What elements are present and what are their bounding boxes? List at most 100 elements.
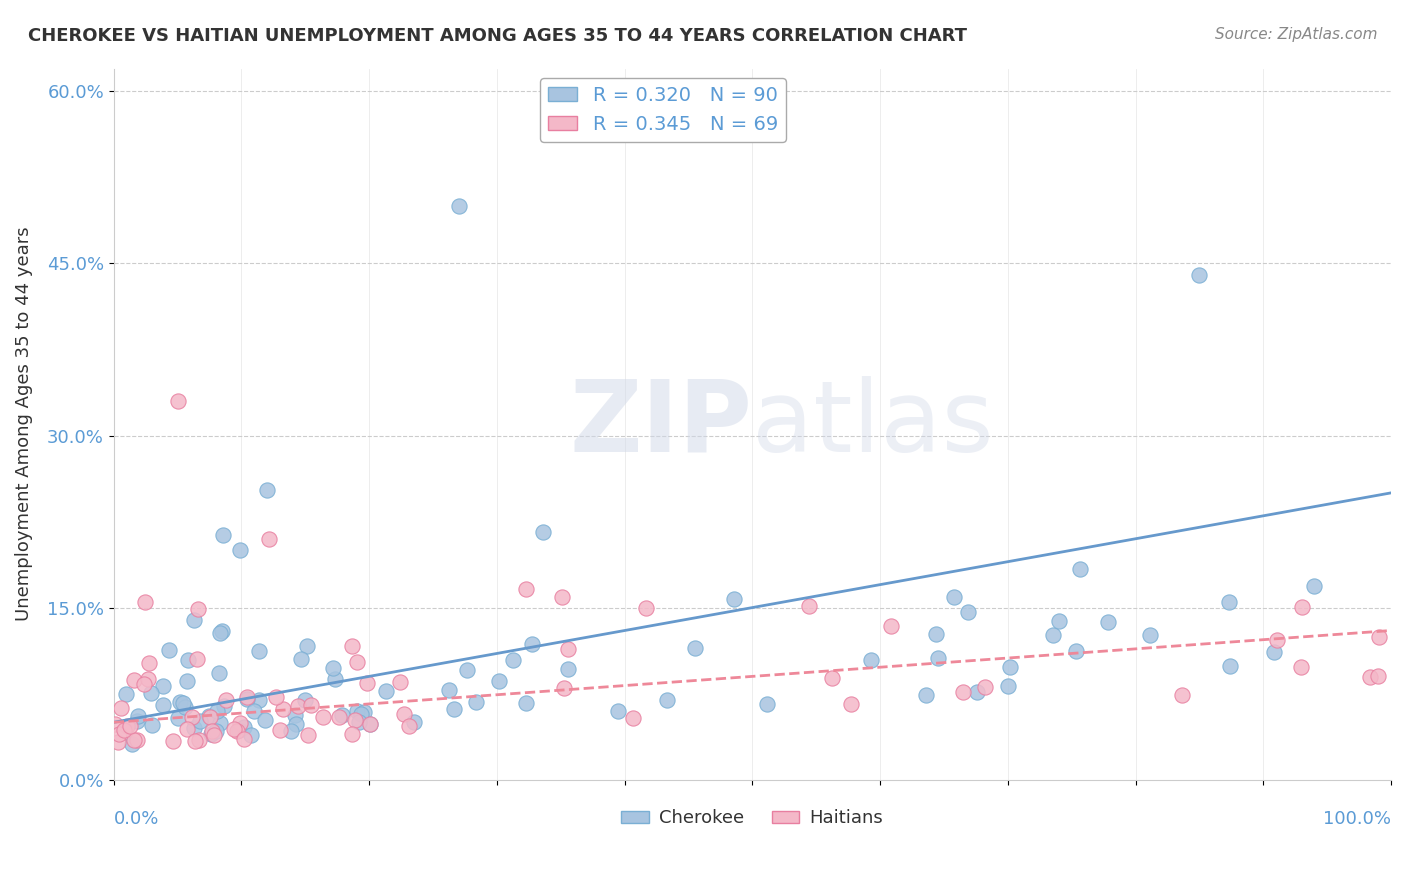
Point [1171,688,1194,702]
Point [297,728,319,742]
Point [229,542,252,557]
Point [233,720,256,734]
Point [139,686,162,700]
Point [1188,268,1211,282]
Point [201,723,224,738]
Point [180,709,202,723]
Point [214,698,236,713]
Point [1303,579,1326,593]
Point [256,483,278,497]
Text: 100.0%: 100.0% [1323,810,1391,828]
Point [141,718,163,732]
Point [295,639,318,653]
Point [188,714,211,729]
Point [138,656,160,670]
Point [1047,614,1070,628]
Point [607,704,630,718]
Point [264,690,287,705]
Point [208,716,231,731]
Point [755,697,778,711]
Point [187,733,209,747]
Point [211,527,233,541]
Point [205,704,228,718]
Point [551,590,574,604]
Point [323,672,346,686]
Point [394,706,416,721]
Point [531,524,554,539]
Point [162,733,184,747]
Point [374,684,396,698]
Point [127,714,149,728]
Point [122,732,145,747]
Point [914,688,936,702]
Point [112,723,135,738]
Point [183,721,205,735]
Point [152,679,174,693]
Point [1289,660,1312,674]
Point [257,532,280,546]
Point [167,711,190,725]
Point [287,698,309,713]
Point [328,709,350,723]
Point [683,641,706,656]
Point [127,709,149,723]
Point [515,696,537,710]
Point [359,717,381,731]
Point [880,618,903,632]
Text: atlas: atlas [752,376,994,473]
Point [488,673,510,688]
Point [353,705,375,719]
Point [169,695,191,709]
Point [389,675,412,690]
Point [229,715,252,730]
Point [1368,630,1391,644]
Point [166,394,188,409]
Point [356,676,378,690]
Point [177,653,200,667]
Point [110,701,132,715]
Point [125,733,148,747]
Point [1218,595,1240,609]
Point [253,714,276,728]
Point [502,653,524,667]
Point [557,642,579,657]
Point [269,723,291,738]
Point [236,692,259,706]
Point [198,709,221,723]
Point [290,652,312,666]
Point [299,698,322,712]
Point [122,673,145,687]
Point [104,717,127,731]
Point [952,685,974,699]
Point [284,707,307,722]
Point [236,690,259,704]
Point [456,663,478,677]
Point [211,624,233,638]
Point [233,731,256,746]
Point [343,713,366,727]
Point [1358,669,1381,683]
Point [136,672,159,686]
Point [956,605,979,619]
Point [1139,628,1161,642]
Point [621,710,644,724]
Point [943,590,966,604]
Point [515,582,537,596]
Point [115,719,138,733]
Point [222,722,245,736]
Point [1367,669,1389,683]
Point [1097,615,1119,629]
Point [437,682,460,697]
Point [174,700,197,714]
Point [924,627,946,641]
Point [1064,644,1087,658]
Text: ZIP: ZIP [569,376,752,473]
Point [239,728,262,742]
Point [998,660,1021,674]
Point [225,723,247,738]
Point [280,723,302,738]
Point [157,643,180,657]
Point [330,708,353,723]
Point [520,637,543,651]
Point [723,592,745,607]
